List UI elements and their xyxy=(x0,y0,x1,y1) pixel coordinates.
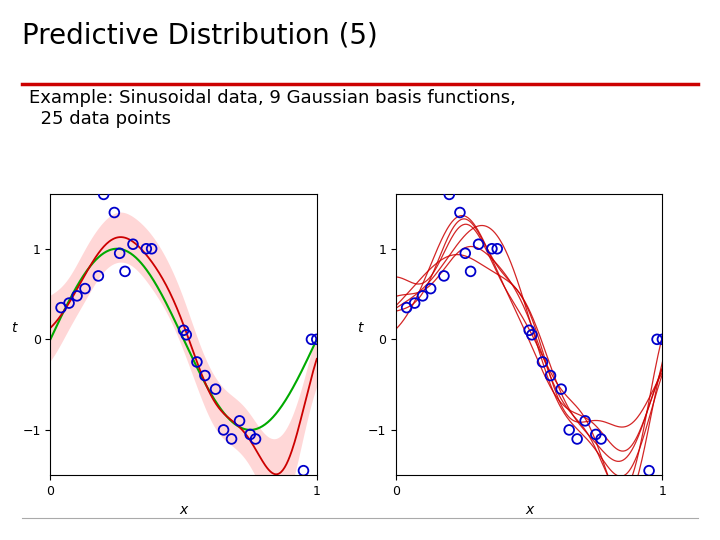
Y-axis label: t: t xyxy=(12,321,17,335)
Point xyxy=(234,416,246,425)
Point xyxy=(537,357,549,366)
Point xyxy=(401,303,413,312)
Point xyxy=(465,267,477,276)
Point xyxy=(79,284,91,293)
Point xyxy=(595,435,607,443)
Point xyxy=(545,371,557,380)
Point xyxy=(444,190,455,199)
Point xyxy=(210,385,221,394)
Point xyxy=(63,299,75,307)
Point xyxy=(473,240,485,248)
Point xyxy=(192,357,203,366)
Point xyxy=(146,245,158,253)
Point xyxy=(114,249,125,258)
Point xyxy=(199,371,211,380)
Text: Example: Sinusoidal data, 9 Gaussian basis functions,
  25 data points: Example: Sinusoidal data, 9 Gaussian bas… xyxy=(29,89,516,128)
Point xyxy=(181,330,192,339)
Point xyxy=(306,335,318,343)
Point xyxy=(657,335,668,343)
Point xyxy=(250,435,261,443)
X-axis label: x: x xyxy=(525,503,534,517)
Point xyxy=(178,326,189,335)
Point xyxy=(311,335,323,343)
Point xyxy=(226,435,238,443)
Point xyxy=(425,284,436,293)
Point xyxy=(127,240,139,248)
Point xyxy=(492,245,503,253)
Point xyxy=(217,426,229,434)
Point xyxy=(526,330,538,339)
Point xyxy=(572,435,583,443)
Point xyxy=(93,272,104,280)
Point xyxy=(564,426,575,434)
Point xyxy=(580,416,591,425)
Point xyxy=(409,299,420,307)
Point xyxy=(244,430,256,439)
Point xyxy=(590,430,602,439)
Point xyxy=(417,292,428,300)
Point xyxy=(109,208,120,217)
Y-axis label: t: t xyxy=(357,321,362,335)
Point xyxy=(140,245,152,253)
Point xyxy=(298,467,310,475)
Point xyxy=(55,303,67,312)
Point xyxy=(644,467,655,475)
X-axis label: x: x xyxy=(179,503,188,517)
Point xyxy=(120,267,131,276)
Point xyxy=(523,326,535,335)
Point xyxy=(438,272,450,280)
Point xyxy=(71,292,83,300)
Point xyxy=(486,245,498,253)
Point xyxy=(459,249,471,258)
Text: Predictive Distribution (5): Predictive Distribution (5) xyxy=(22,22,377,50)
Point xyxy=(555,385,567,394)
Point xyxy=(454,208,466,217)
Point xyxy=(652,335,663,343)
Point xyxy=(98,190,109,199)
